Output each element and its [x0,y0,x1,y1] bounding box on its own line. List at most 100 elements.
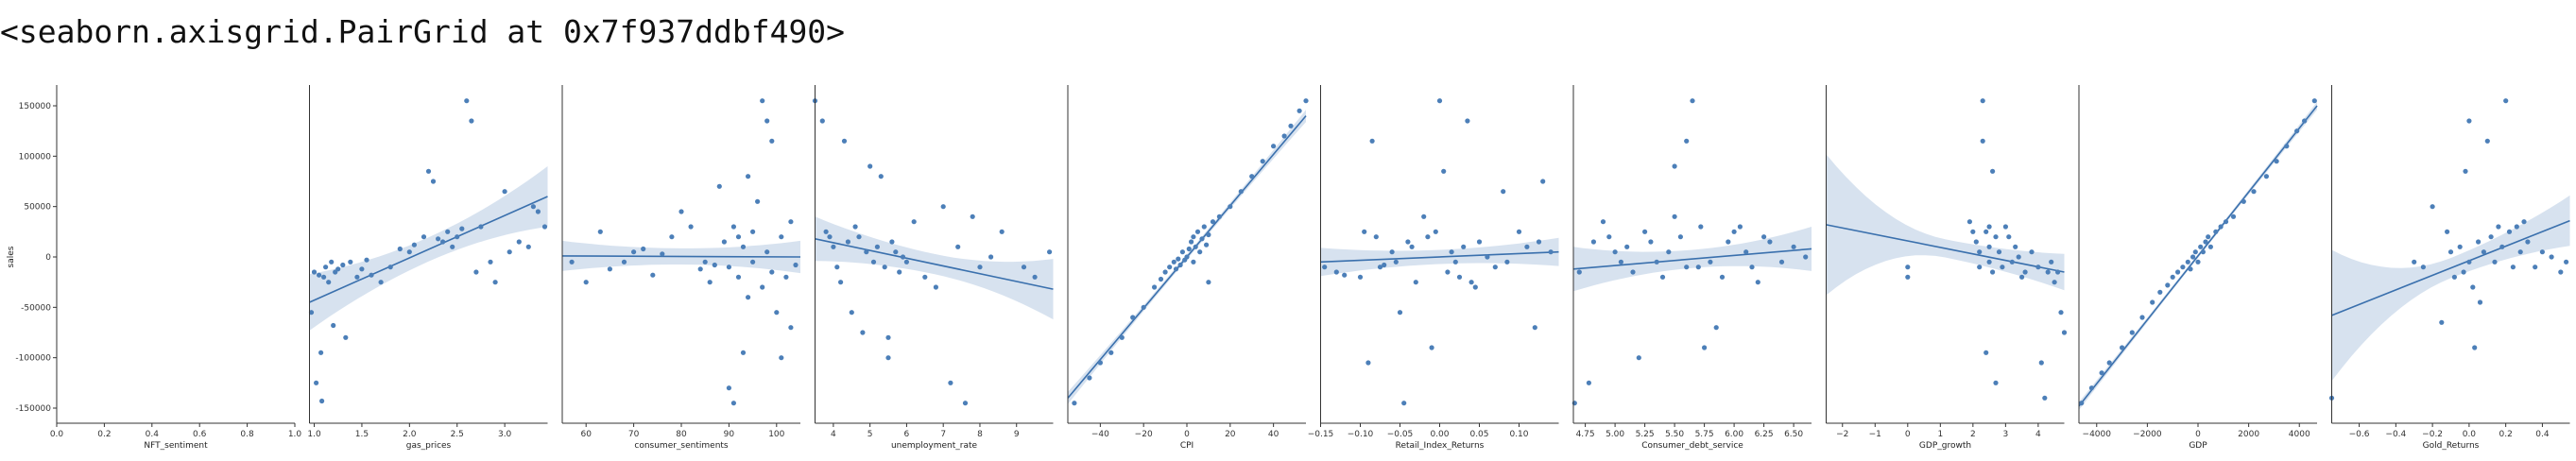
data-point [1702,345,1708,350]
data-point [897,269,902,275]
data-point [2029,249,2035,255]
data-point [774,310,780,316]
x-tick-label: 60 [580,430,592,439]
data-point [823,229,829,234]
data-point [2549,254,2554,260]
data-point [1659,274,1666,280]
regression-line [1572,248,1812,270]
x-tick-label: 0.0 [2463,430,2477,439]
data-point [2129,330,2135,335]
data-point [1119,334,1125,340]
data-point [740,244,747,249]
data-point [712,262,717,268]
data-point [1624,244,1630,249]
data-point [893,249,899,255]
y-tick-label: -50000 [21,303,51,313]
data-point [1636,355,1641,361]
data-point [2185,259,2190,265]
data-point [1141,304,1146,310]
data-point [750,259,756,265]
data-point [1993,380,1999,385]
confidence-band [815,216,1054,320]
data-point [1186,246,1192,252]
data-point [1468,280,1474,285]
data-point [621,259,627,265]
data-point [988,254,994,260]
data-point [707,280,713,285]
data-point [2496,224,2501,230]
y-tick-label: 100000 [19,152,52,162]
confidence-band [2331,195,2570,382]
data-point [2218,224,2224,230]
data-point [1977,249,1983,255]
data-point [1206,280,1211,285]
data-point [2499,244,2505,249]
data-point [1973,239,1979,245]
data-point [726,265,732,270]
data-point [2019,274,2025,280]
data-point [788,325,794,331]
data-point [2200,249,2206,255]
panel-nft-sentiment: 0.0 0.2 0.4 0.6 0.8 1.0 NFT_sentiment [50,85,301,451]
data-point [2180,265,2186,270]
x-axis-label: consumer_sentiments [634,441,729,451]
data-point [317,272,322,278]
x-tick-label: 20 [1225,430,1236,439]
x-tick-label: 8 [977,430,983,439]
data-point [2195,259,2201,265]
data-point [1177,262,1183,268]
data-point [1162,269,1168,275]
data-point [2302,118,2308,124]
data-point [1108,350,1114,355]
data-point [2000,265,2005,270]
data-point [2472,345,2478,350]
x-tick-label: 1 [1937,430,1943,439]
data-point [1586,380,1591,385]
data-point [1260,159,1265,164]
data-point [1021,265,1027,270]
data-point [783,274,789,280]
x-tick-label: −0.15 [1308,430,1334,439]
data-point [2481,249,2486,255]
x-tick-label: 4 [2035,430,2041,439]
data-point [1445,269,1451,275]
data-point [378,280,384,285]
y-tick-label: 150000 [19,102,52,111]
x-tick-label: −0.10 [1348,430,1374,439]
x-axis-label: Retail_Index_Returns [1396,441,1485,451]
data-point [1449,249,1454,255]
data-point [885,334,891,340]
x-tick-label: 3 [2002,430,2008,439]
data-point [469,118,474,124]
data-point [1731,229,1737,234]
data-point [369,272,374,278]
data-point [2294,128,2300,134]
data-point [2461,269,2466,275]
x-tick-label: 2.5 [451,430,464,439]
x-axis-label: unemployment_rate [891,441,978,451]
data-point [746,174,751,179]
x-tick-label: 70 [628,430,640,439]
data-point [933,284,939,290]
data-point [1905,274,1911,280]
data-point [535,209,541,214]
data-point [2088,385,2094,391]
confidence-band [1826,154,2065,296]
data-point [1194,229,1201,234]
data-point [2274,159,2279,164]
x-tick-label: −0.2 [2422,430,2443,439]
x-tick-label: 5.50 [1665,430,1684,439]
data-point [1996,249,2002,255]
data-point [2470,284,2476,290]
data-point [878,174,884,179]
data-point [516,239,522,245]
x-tick-label: 80 [676,430,687,439]
data-point [882,265,887,270]
data-point [436,236,441,242]
x-axis-label: Consumer_debt_service [1641,441,1743,451]
data-point [1666,249,1672,255]
data-point [1365,360,1371,366]
data-point [2061,330,2068,335]
data-point [750,229,756,234]
data-point [1749,265,1755,270]
